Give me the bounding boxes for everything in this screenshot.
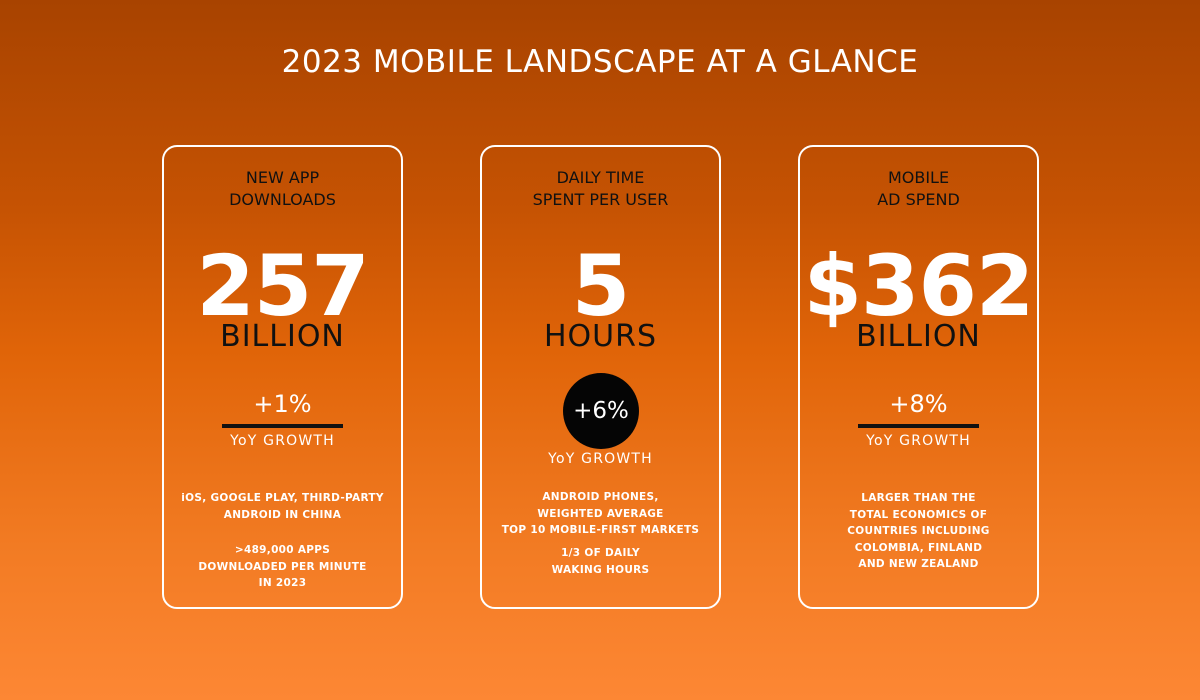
footnote-line: ANDROID IN CHINA	[223, 508, 342, 521]
card-header-line: DOWNLOADS	[229, 190, 336, 209]
stat-card-app-downloads: NEW APP DOWNLOADS 257 BILLION +1% YoY GR…	[162, 145, 403, 609]
footnote-line: DOWNLOADED PER MINUTE	[198, 560, 367, 573]
card-header-line: AD SPEND	[877, 190, 960, 209]
growth-label: YoY GROWTH	[866, 433, 971, 449]
footnote-line: COUNTRIES INCLUDING	[847, 525, 990, 537]
card-header: NEW APP DOWNLOADS	[164, 167, 401, 211]
growth-circle-badge: +6%	[563, 373, 639, 449]
stat-card-ad-spend: MOBILE AD SPEND $362 BILLION +8% YoY GRO…	[798, 145, 1039, 609]
stat-unit: BILLION	[856, 319, 981, 354]
footnote-line: WAKING HOURS	[551, 563, 650, 576]
footnote-line: WEIGHTED AVERAGE	[537, 507, 664, 520]
card-header-line: NEW APP	[245, 168, 320, 187]
stat-value: $362	[803, 237, 1035, 335]
footnote-line: IN 2023	[258, 577, 307, 589]
footnote-line: >489,000 APPS	[234, 544, 331, 556]
stat-value: 257	[196, 237, 369, 335]
stat-unit: HOURS	[543, 319, 658, 354]
page-title: 2023 MOBILE LANDSCAPE AT A GLANCE	[281, 44, 919, 80]
footnote: LARGER THAN THE TOTAL ECONOMICS OF COUNT…	[800, 490, 1037, 573]
stat-value: 5	[571, 237, 630, 335]
stat-unit: BILLION	[220, 319, 345, 354]
card-header-line: DAILY TIME	[556, 168, 645, 187]
footnote-line: ANDROID PHONES,	[542, 491, 659, 503]
stat-card-daily-time: DAILY TIME SPENT PER USER 5 HOURS +6% Yo…	[480, 145, 721, 609]
footnote-line: iOS, GOOGLE PLAY, THIRD-PARTY	[181, 492, 384, 504]
growth-label: YoY GROWTH	[548, 451, 653, 467]
card-header-line: SPENT PER USER	[532, 190, 669, 209]
footnote-line: LARGER THAN THE	[861, 492, 976, 504]
footnote: iOS, GOOGLE PLAY, THIRD-PARTY ANDROID IN…	[164, 490, 401, 523]
card-header: MOBILE AD SPEND	[800, 167, 1037, 211]
footnote: 1/3 OF DAILY WAKING HOURS	[482, 545, 719, 578]
footnote: >489,000 APPS DOWNLOADED PER MINUTE IN 2…	[164, 542, 401, 592]
footnote: ANDROID PHONES, WEIGHTED AVERAGE TOP 10 …	[482, 489, 719, 539]
footnote-line: AND NEW ZEALAND	[858, 558, 979, 570]
growth-underline-divider	[222, 424, 343, 428]
footnote-line: 1/3 OF DAILY	[561, 547, 640, 559]
card-header: DAILY TIME SPENT PER USER	[482, 167, 719, 211]
growth-value: +8%	[889, 390, 948, 418]
growth-underline-divider	[858, 424, 979, 428]
footnote-line: COLOMBIA, FINLAND	[854, 541, 983, 554]
growth-label: YoY GROWTH	[230, 433, 335, 449]
footnote-line: TOTAL ECONOMICS OF	[849, 508, 988, 521]
growth-value: +6%	[573, 398, 629, 424]
card-header-line: MOBILE	[887, 168, 950, 187]
growth-value: +1%	[253, 390, 312, 418]
footnote-line: TOP 10 MOBILE-FIRST MARKETS	[501, 524, 700, 536]
